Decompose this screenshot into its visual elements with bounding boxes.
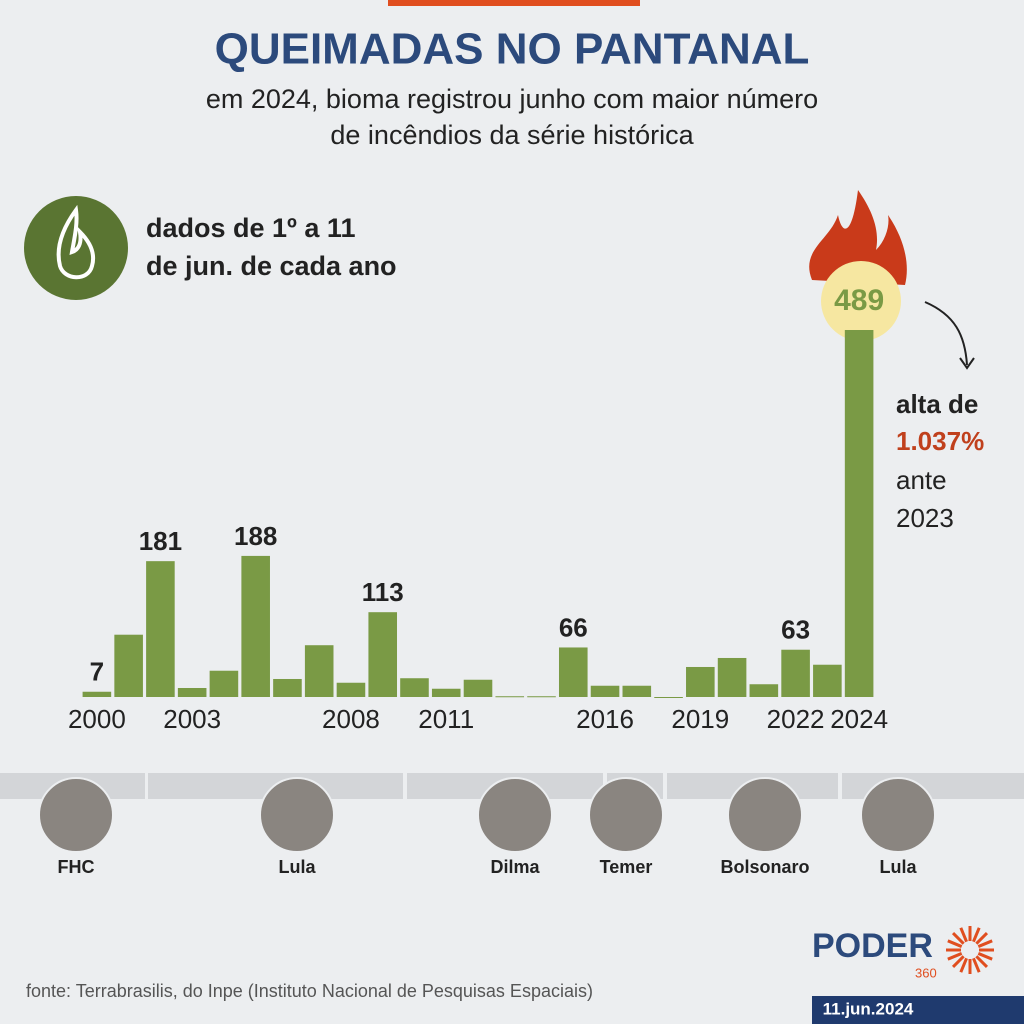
portrait bbox=[38, 777, 114, 853]
president-name: Dilma bbox=[490, 857, 540, 877]
bar bbox=[114, 634, 143, 697]
ray bbox=[977, 939, 993, 948]
bar bbox=[82, 691, 112, 697]
subtitle: em 2024, bioma registrou junho com maior… bbox=[206, 84, 818, 114]
ray bbox=[947, 939, 963, 948]
bar bbox=[177, 687, 207, 697]
bar bbox=[686, 666, 715, 697]
date: 11.jun.2024 bbox=[823, 999, 914, 1018]
bar bbox=[273, 678, 302, 697]
bar bbox=[241, 555, 270, 697]
bar bbox=[749, 684, 779, 697]
annotation-highlight: 1.037% bbox=[896, 426, 984, 456]
x-tick-label: 2003 bbox=[163, 704, 221, 734]
bar bbox=[527, 696, 556, 698]
chart-title: QUEIMADAS NO PANTANAL bbox=[215, 25, 810, 74]
president-name: Temer bbox=[600, 857, 653, 877]
portrait bbox=[259, 777, 335, 853]
value-label: 63 bbox=[781, 615, 810, 645]
bar bbox=[209, 670, 239, 697]
brand-name: PODER bbox=[812, 927, 933, 965]
ray bbox=[959, 957, 968, 973]
annotation: alta de bbox=[896, 389, 978, 419]
note: de jun. de cada ano bbox=[146, 251, 397, 281]
ray bbox=[975, 931, 989, 945]
ray bbox=[951, 931, 965, 945]
bar bbox=[368, 612, 398, 697]
president-name: Bolsonaro bbox=[720, 857, 809, 877]
bar bbox=[495, 696, 525, 698]
ray bbox=[959, 927, 968, 943]
bar bbox=[400, 678, 429, 697]
bar bbox=[654, 697, 683, 698]
bar bbox=[717, 657, 747, 697]
arrow bbox=[924, 301, 968, 366]
president-name: FHC bbox=[58, 857, 95, 877]
ray bbox=[951, 955, 965, 969]
annotation: ante bbox=[896, 465, 947, 495]
x-tick-label: 2000 bbox=[68, 704, 126, 734]
portrait bbox=[588, 777, 664, 853]
ray bbox=[977, 952, 993, 961]
fire-icon bbox=[24, 196, 128, 300]
flame bbox=[809, 190, 907, 285]
value-label: 181 bbox=[139, 526, 182, 556]
annotation: 2023 bbox=[896, 503, 954, 533]
portrait bbox=[477, 777, 553, 853]
x-tick-label: 2016 bbox=[576, 704, 634, 734]
brand-number: 360 bbox=[915, 965, 937, 980]
bar bbox=[304, 645, 334, 697]
x-tick-label: 2011 bbox=[418, 704, 474, 734]
president-name: Lula bbox=[879, 857, 917, 877]
bar bbox=[463, 679, 493, 697]
ray bbox=[972, 957, 981, 973]
portrait bbox=[727, 777, 803, 853]
x-tick-label: 2019 bbox=[671, 704, 729, 734]
bar bbox=[844, 330, 874, 697]
bar bbox=[336, 682, 366, 697]
date-bar bbox=[812, 996, 1024, 1024]
note: dados de 1º a 11 bbox=[146, 213, 355, 243]
x-tick-label: 2008 bbox=[322, 704, 380, 734]
bar bbox=[590, 685, 620, 697]
value-badge bbox=[821, 261, 901, 341]
value-label: 489 bbox=[834, 284, 884, 317]
value-label: 113 bbox=[362, 577, 404, 607]
x-tick-label: 2022 bbox=[767, 704, 825, 734]
ray bbox=[947, 952, 963, 961]
brand-sun bbox=[946, 926, 994, 974]
value-label: 7 bbox=[90, 657, 104, 687]
ray bbox=[972, 927, 981, 943]
bar bbox=[431, 688, 461, 697]
bar bbox=[622, 685, 652, 697]
x-tick-label: 2024 bbox=[830, 704, 888, 734]
bar bbox=[813, 664, 842, 697]
value-label: 66 bbox=[559, 612, 588, 642]
value-label: 188 bbox=[234, 521, 277, 551]
president-name: Lula bbox=[278, 857, 316, 877]
subtitle: de incêndios da série histórica bbox=[330, 120, 694, 150]
top-accent bbox=[388, 0, 640, 6]
bar bbox=[558, 647, 588, 697]
source: fonte: Terrabrasilis, do Inpe (Instituto… bbox=[26, 981, 593, 1001]
ray bbox=[975, 955, 989, 969]
bar bbox=[781, 649, 810, 697]
portrait bbox=[860, 777, 936, 853]
arrowhead bbox=[959, 357, 975, 370]
bar bbox=[146, 561, 175, 697]
